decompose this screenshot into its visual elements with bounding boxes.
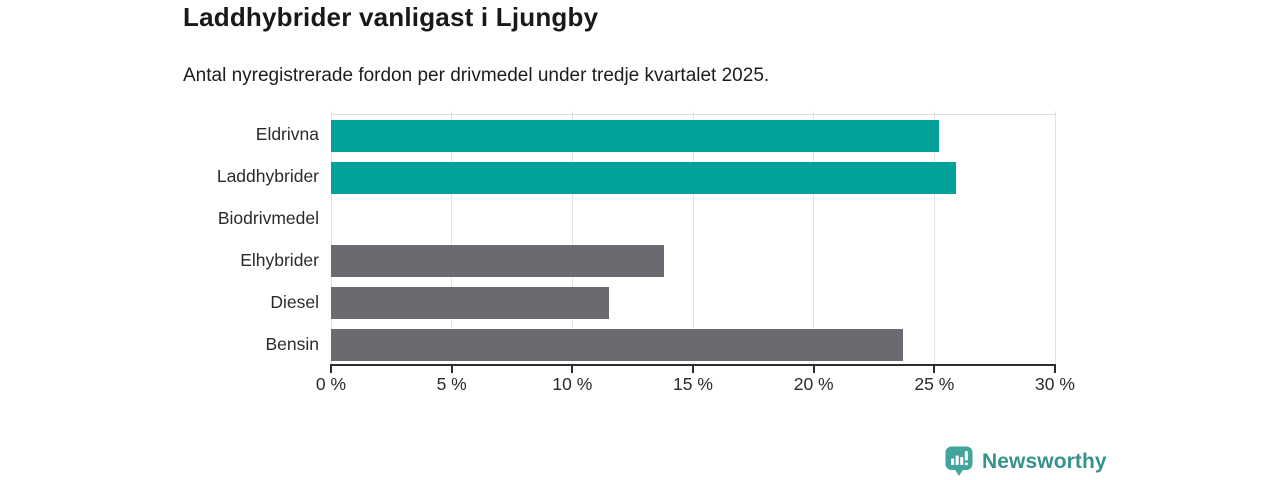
gridline: [451, 111, 453, 365]
y-axis-label-biodrivmedel: Biodrivmedel: [217, 208, 319, 229]
x-axis-tick-label: 15 %: [673, 374, 713, 394]
gridline: [933, 111, 935, 365]
chart-title: Laddhybrider vanligast i Ljungby: [183, 2, 599, 32]
bar-eldrivna: [331, 119, 940, 152]
x-axis-tick-label: 10 %: [552, 374, 593, 394]
gridline: [1054, 111, 1056, 365]
x-axis-tick: [1054, 366, 1056, 373]
plot-area: [330, 111, 1056, 365]
x-axis-tick-label: 30 %: [1035, 374, 1075, 394]
bar-bensin: [331, 329, 903, 362]
x-axis-tick-label: 25 %: [914, 374, 955, 394]
x-axis-tick-label: 0 %: [315, 374, 347, 394]
y-axis-labels: Eldrivna Laddhybrider Biodrivmedel Elhybrid…: [0, 114, 319, 365]
x-axis-tick: [692, 366, 694, 373]
gridline: [571, 111, 573, 365]
y-axis-label-elhybrider: Elhybrider: [240, 249, 319, 270]
x-axis-tick: [450, 366, 453, 373]
bar-elhybrider: [331, 245, 665, 278]
y-axis-label-laddhybrider: Laddhybrider: [216, 166, 319, 187]
y-axis-label-diesel: Diesel: [270, 291, 319, 312]
brand-logo: Newsworthy: [944, 445, 1107, 478]
x-axis-tick: [571, 366, 574, 373]
gridline: [692, 111, 694, 365]
x-axis-tick: [330, 366, 332, 373]
bar-laddhybrider: [331, 161, 957, 194]
x-axis-tick: [933, 366, 936, 373]
gridline: [813, 111, 815, 365]
x-axis-line: [330, 364, 1056, 366]
brand-name: Newsworthy: [982, 449, 1107, 473]
gridline: [330, 111, 332, 365]
y-axis-label-eldrivna: Eldrivna: [255, 124, 319, 145]
chart-subtitle: Antal nyregistrerade fordon per drivmede…: [183, 65, 770, 86]
x-axis-tick-label: 20 %: [793, 374, 834, 394]
bar-diesel: [331, 287, 609, 320]
x-axis-tick-label: 5 %: [436, 374, 467, 394]
y-axis-label-bensin: Bensin: [265, 333, 319, 354]
x-axis-tick: [812, 366, 815, 373]
newsworthy-logo-icon: [945, 446, 973, 476]
